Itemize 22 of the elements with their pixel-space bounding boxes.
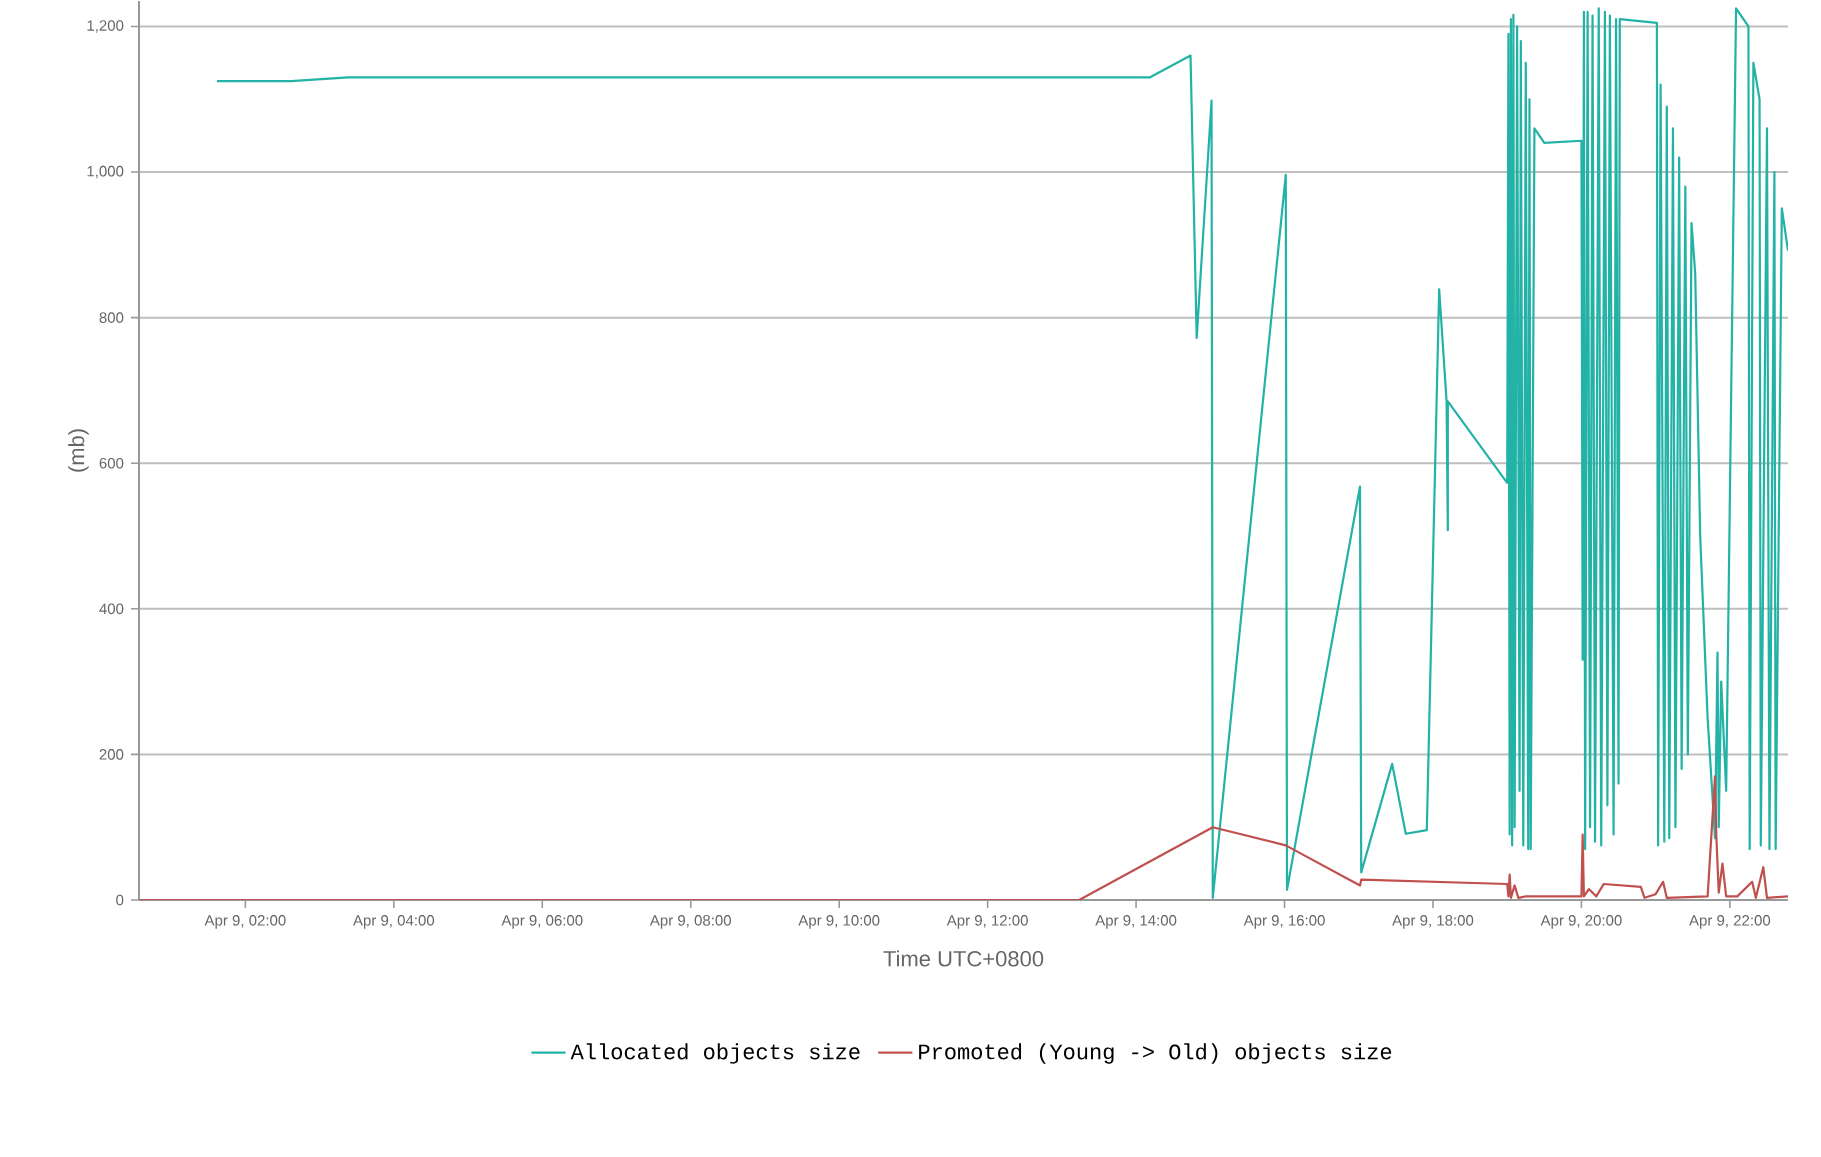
y-tick-label: 200 [99, 749, 124, 760]
y-tick-label: 400 [99, 603, 124, 615]
y-tick-label: 1,200 [87, 20, 124, 33]
x-tick-label: Apr 9, 10:00 [798, 915, 880, 929]
x-tick-label: Apr 9, 12:00 [946, 915, 1028, 929]
y-axis-title: (mb) [68, 429, 89, 472]
y-tick-label: 600 [99, 457, 124, 469]
y-tick-label: 0 [116, 894, 124, 906]
x-tick-label: Apr 9, 14:00 [1095, 915, 1177, 929]
x-tick-label: Apr 9, 16:00 [1243, 915, 1325, 929]
x-tick-label: Apr 9, 06:00 [501, 915, 583, 929]
x-axis-title: Time UTC+0800 [883, 950, 1044, 967]
y-tick-label: 1,000 [87, 165, 124, 179]
legend-label: Allocated objects size [570, 1043, 860, 1064]
x-tick-label: Apr 9, 18:00 [1392, 915, 1474, 929]
x-tick-label: Apr 9, 04:00 [353, 915, 435, 929]
x-tick-label: Apr 9, 02:00 [204, 915, 286, 929]
y-tick-label: 800 [99, 312, 124, 323]
legend-label: Promoted (Young -> Old) objects size [919, 1043, 1392, 1064]
x-tick-label: Apr 9, 22:00 [1689, 915, 1771, 929]
x-tick-label: Apr 9, 08:00 [649, 915, 731, 929]
x-tick-label: Apr 9, 20:00 [1540, 915, 1622, 929]
